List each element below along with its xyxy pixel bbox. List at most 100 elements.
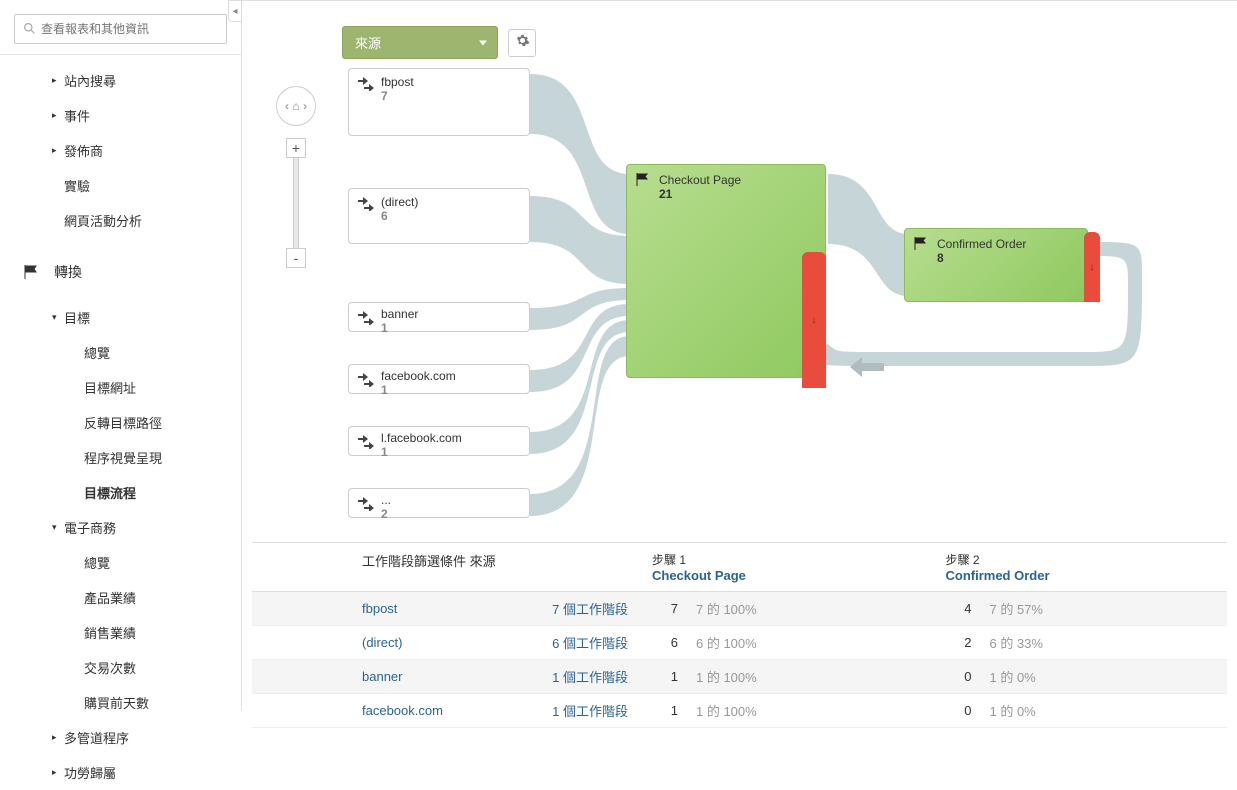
gear-icon — [515, 33, 530, 52]
search-container — [0, 0, 241, 55]
cell-source: fbpost — [252, 592, 532, 626]
cell-source: facebook.com — [252, 694, 532, 728]
settings-button[interactable] — [508, 29, 536, 57]
cell-step2-n: 2 — [934, 626, 984, 660]
sidebar-item-label: 網頁活動分析 — [64, 211, 142, 230]
sidebar-item-label: 產品業績 — [84, 588, 136, 607]
nav-section-label: 轉換 — [54, 262, 82, 282]
nav-section-conversion[interactable]: 轉換 — [0, 252, 241, 292]
goal-node[interactable]: Confirmed Order8 — [904, 228, 1088, 302]
cell-step2-n: 0 — [934, 660, 984, 694]
source-node[interactable]: (direct)6 — [348, 188, 530, 244]
source-node[interactable]: fbpost7 — [348, 68, 530, 136]
tri-icon: ▸ — [52, 145, 57, 156]
zoom-control: + - — [286, 138, 306, 268]
sidebar-item[interactable]: ▸發佈商 — [0, 133, 241, 168]
dimension-dropdown[interactable]: 來源 — [342, 26, 498, 59]
cell-step1-n: 1 — [640, 694, 690, 728]
table-row: banner1 個工作階段11 的 100%01 的 0% — [252, 660, 1227, 694]
sidebar-item[interactable]: 目標流程 — [0, 475, 241, 510]
goal-node[interactable]: Checkout Page21 — [626, 164, 826, 378]
cell-step2-pct: 6 的 33% — [984, 626, 1228, 660]
search-box[interactable] — [14, 14, 227, 44]
source-arrow-icon — [358, 497, 374, 514]
down-arrow-icon: ↓ — [811, 314, 817, 326]
col-header-filter: 工作階段篩選條件 來源 — [252, 543, 640, 592]
cell-step1-pct: 1 的 100% — [690, 660, 934, 694]
sidebar-item-label: 總覽 — [84, 343, 110, 362]
sidebar-item[interactable]: 產品業績 — [0, 580, 241, 615]
sidebar-item[interactable]: ▸事件 — [0, 98, 241, 133]
sidebar-item-label: 實驗 — [64, 176, 90, 195]
source-link[interactable]: (direct) — [362, 635, 402, 650]
sidebar-item-label: 銷售業績 — [84, 623, 136, 642]
source-count: 2 — [381, 507, 521, 521]
sidebar-item-label: 總覽 — [84, 553, 110, 572]
cell-step1-n: 6 — [640, 626, 690, 660]
source-node[interactable]: l.facebook.com1 — [348, 426, 530, 456]
cell-source: banner — [252, 660, 532, 694]
cell-step1-pct: 7 的 100% — [690, 592, 934, 626]
sidebar-item-label: 事件 — [64, 106, 90, 125]
sidebar-item[interactable]: ▾電子商務 — [0, 510, 241, 545]
search-icon — [23, 22, 36, 38]
source-link[interactable]: banner — [362, 669, 402, 684]
source-name: ... — [381, 493, 521, 507]
cell-step2-pct: 1 的 0% — [984, 660, 1228, 694]
sidebar-item[interactable]: 總覽 — [0, 335, 241, 370]
source-count: 7 — [381, 89, 521, 103]
source-count: 1 — [381, 321, 521, 335]
cell-step1-pct: 6 的 100% — [690, 626, 934, 660]
table-row: (direct) 6 個工作階段66 的 100%26 的 33% — [252, 626, 1227, 660]
source-count: 6 — [381, 209, 521, 223]
cell-step2-pct: 7 的 57% — [984, 592, 1228, 626]
sidebar-collapse-toggle[interactable]: ◂ — [228, 0, 242, 22]
search-input[interactable] — [23, 22, 218, 36]
zoom-track[interactable] — [293, 158, 299, 248]
tri-icon: ▸ — [52, 767, 57, 778]
sidebar-item[interactable]: 程序視覺呈現 — [0, 440, 241, 475]
sidebar-item[interactable]: 銷售業績 — [0, 615, 241, 650]
back-arrow-icon — [850, 356, 884, 384]
home-icon: ‹ ⌂ › — [285, 99, 307, 113]
zoom-in-button[interactable]: + — [286, 138, 306, 158]
goal-count: 8 — [937, 251, 1077, 265]
cell-step1-pct: 1 的 100% — [690, 694, 934, 728]
main-content: 來源 ‹ ⌂ › + - — [242, 0, 1237, 710]
sidebar-item[interactable]: ▸功勞歸屬 — [0, 755, 241, 790]
col-header-step1: 步驟 1 Checkout Page — [640, 543, 934, 592]
sidebar-item[interactable]: 網頁活動分析 — [0, 203, 241, 238]
tri-icon: ▸ — [52, 75, 57, 86]
tri-icon: ▾ — [52, 312, 57, 323]
source-node[interactable]: ...2 — [348, 488, 530, 518]
source-link[interactable]: facebook.com — [362, 703, 443, 718]
zoom-out-button[interactable]: - — [286, 248, 306, 268]
controls-bar: 來源 — [342, 26, 536, 59]
sidebar-item[interactable]: 總覽 — [0, 545, 241, 580]
source-name: facebook.com — [381, 369, 521, 383]
table-row: fbpost7 個工作階段77 的 100%47 的 57% — [252, 592, 1227, 626]
sidebar-item[interactable]: 購買前天數 — [0, 685, 241, 720]
down-arrow-icon: ↓ — [1089, 261, 1095, 273]
sidebar-item[interactable]: 反轉目標路徑 — [0, 405, 241, 440]
sidebar-item-label: 目標 — [64, 308, 90, 327]
cell-step1-n: 1 — [640, 660, 690, 694]
sidebar-item[interactable]: ▸多管道程序 — [0, 720, 241, 755]
sidebar-item[interactable]: 目標網址 — [0, 370, 241, 405]
cell-sessions: 6 個工作階段 — [532, 626, 640, 660]
goal-name: Confirmed Order — [937, 237, 1077, 251]
sidebar-item[interactable]: 交易次數 — [0, 650, 241, 685]
source-count: 1 — [381, 383, 521, 397]
sidebar-item[interactable]: ▾ 目標 — [0, 300, 241, 335]
source-link[interactable]: fbpost — [362, 601, 397, 616]
sidebar-item-label: 站內搜尋 — [64, 71, 116, 90]
cell-step2-n: 0 — [934, 694, 984, 728]
home-button[interactable]: ‹ ⌂ › — [276, 86, 316, 126]
sidebar-item[interactable]: 實驗 — [0, 168, 241, 203]
source-name: fbpost — [381, 75, 521, 89]
table-row: facebook.com1 個工作階段11 的 100%01 的 0% — [252, 694, 1227, 728]
source-node[interactable]: facebook.com1 — [348, 364, 530, 394]
source-node[interactable]: banner1 — [348, 302, 530, 332]
sidebar-item[interactable]: ▸ 站內搜尋 — [0, 63, 241, 98]
flag-icon — [24, 265, 40, 279]
